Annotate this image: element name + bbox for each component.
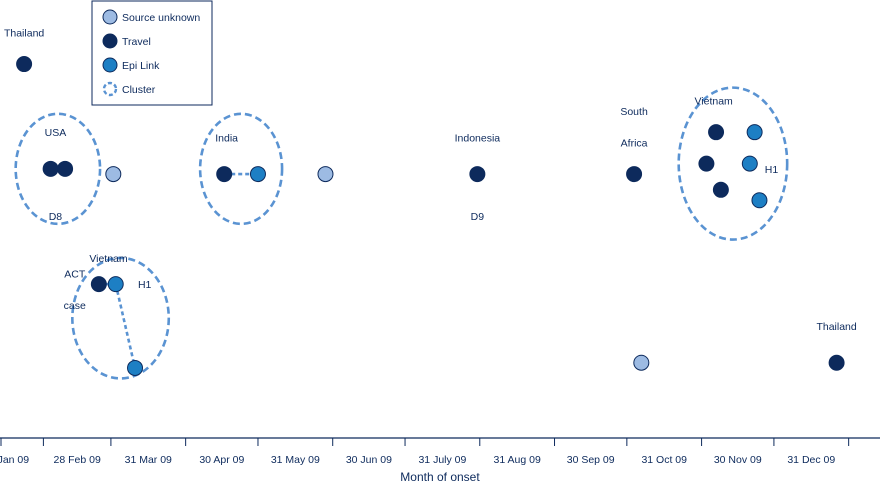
case-points bbox=[16, 56, 845, 376]
x-tick-label: 31 Jan 09 bbox=[0, 454, 29, 466]
legend-epi-link-icon bbox=[102, 57, 118, 73]
case-point-epi-link bbox=[741, 155, 758, 172]
case-annotation: D8 bbox=[49, 211, 63, 223]
case-annotation: Vietnam bbox=[694, 96, 733, 108]
x-tick-label: 30 Apr 09 bbox=[199, 454, 244, 466]
case-annotation: Vietnam bbox=[89, 253, 128, 265]
x-tick-label: 31 July 09 bbox=[418, 454, 466, 466]
case-point-travel bbox=[16, 56, 33, 73]
case-annotation: USA bbox=[45, 127, 67, 139]
x-tick-label: 30 Nov 09 bbox=[714, 454, 762, 466]
case-annotations: Thailand USA D8 ACT case Vietnam H1 India Indone… bbox=[4, 28, 857, 333]
x-tick-label: 28 Feb 09 bbox=[54, 454, 101, 466]
case-point-travel bbox=[57, 160, 74, 177]
case-annotation: ACT bbox=[64, 269, 86, 281]
case-point-travel bbox=[712, 181, 729, 198]
case-point-travel bbox=[708, 124, 725, 141]
x-axis: 31 Jan 09 28 Feb 09 31 Mar 09 30 Apr 09 31 M… bbox=[0, 437, 880, 466]
x-axis-title: Month of onset bbox=[400, 470, 480, 484]
case-annotation: Africa bbox=[621, 138, 648, 150]
case-annotation: South bbox=[620, 106, 648, 118]
cluster-ring bbox=[198, 112, 284, 226]
x-tick-label: 31 May 09 bbox=[271, 454, 320, 466]
epi-link-line bbox=[114, 283, 137, 369]
legend-travel-icon bbox=[102, 33, 118, 49]
case-annotation: H1 bbox=[138, 279, 152, 291]
case-annotation: India bbox=[215, 132, 238, 144]
case-point-epi-link bbox=[249, 166, 266, 183]
cluster-rings bbox=[14, 86, 789, 380]
legend-label: Epi Link bbox=[122, 60, 160, 72]
x-tick-label: 31 Mar 09 bbox=[125, 454, 172, 466]
case-point-travel bbox=[698, 155, 715, 172]
case-point-travel bbox=[216, 166, 233, 183]
case-point-travel bbox=[90, 276, 107, 293]
x-tick-label: 30 Jun 09 bbox=[346, 454, 392, 466]
case-point-travel bbox=[626, 166, 643, 183]
case-annotation: Thailand bbox=[4, 28, 44, 40]
legend-label: Travel bbox=[122, 36, 151, 48]
case-annotation: H1 bbox=[765, 164, 779, 176]
case-point-source-unknown bbox=[105, 166, 122, 183]
case-point-travel bbox=[469, 166, 486, 183]
x-tick-label: 31 Aug 09 bbox=[494, 454, 541, 466]
legend-source-unknown-icon bbox=[102, 9, 118, 25]
case-annotation: Indonesia bbox=[455, 132, 501, 144]
cluster-ring bbox=[14, 112, 102, 226]
case-point-epi-link bbox=[751, 192, 768, 209]
case-point-epi-link bbox=[127, 359, 144, 376]
cluster-ring bbox=[677, 86, 789, 241]
case-point-source-unknown bbox=[317, 166, 334, 183]
cluster-ring bbox=[71, 256, 171, 380]
case-point-travel bbox=[828, 354, 845, 371]
case-annotation: Thailand bbox=[816, 321, 856, 333]
legend-cluster-icon bbox=[102, 81, 118, 97]
case-point-epi-link bbox=[107, 276, 124, 293]
x-tick-label: 30 Sep 09 bbox=[567, 454, 615, 466]
case-annotation: D9 bbox=[471, 211, 485, 223]
legend: Source unknown Travel Epi Link Cluster bbox=[91, 0, 213, 106]
case-point-source-unknown bbox=[633, 354, 650, 371]
x-tick-label: 31 Dec 09 bbox=[787, 454, 835, 466]
case-point-travel bbox=[42, 160, 59, 177]
x-tick-label: 31 Oct 09 bbox=[641, 454, 687, 466]
legend-label: Cluster bbox=[122, 84, 156, 96]
case-point-epi-link bbox=[746, 124, 763, 141]
legend-label: Source unknown bbox=[122, 12, 200, 24]
case-annotation: case bbox=[64, 300, 86, 312]
